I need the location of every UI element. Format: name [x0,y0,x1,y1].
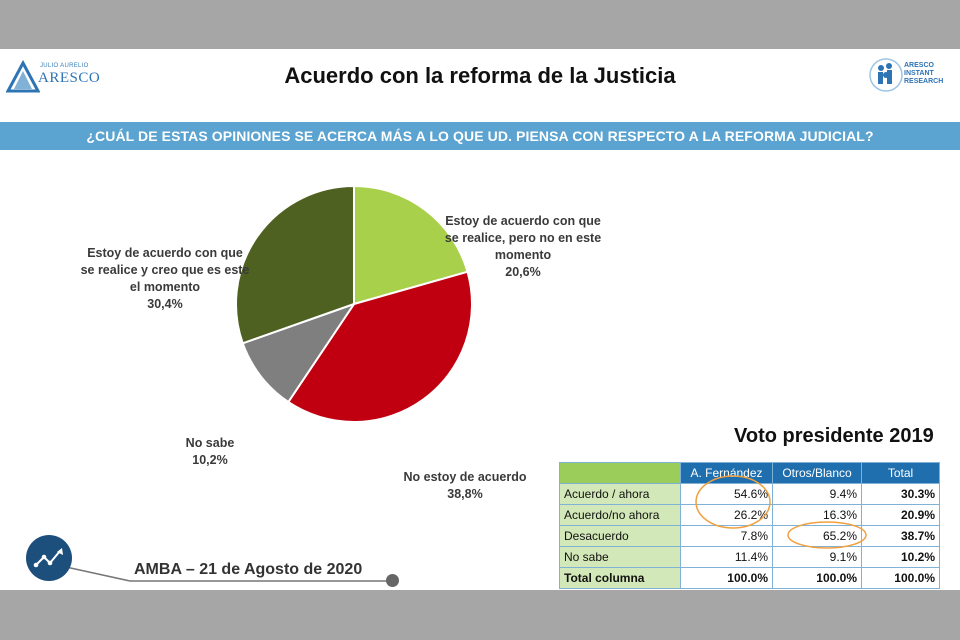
table-cell: 9.4% [772,483,862,505]
row-label: Acuerdo / ahora [559,483,681,505]
table-cell-total: 100.0% [861,567,940,589]
slice-label-line: el momento [129,280,201,294]
table-row: No sabe 11.4% 9.1% 10.2% [559,546,940,568]
aresco-logo: JULIO AURELIO ARESCO [5,59,100,99]
slice-label-no-de-acuerdo: No estoy de acuerdo 38,8% [380,469,550,503]
logo-left-big-text: ARESCO [38,70,101,86]
table-total-row: Total columna 100.0% 100.0% 100.0% [559,567,940,589]
pie-slice [235,184,355,345]
footer-dot [386,574,399,587]
pie-slice [241,302,357,404]
trend-line-icon [33,548,63,568]
table-cell: 11.4% [680,546,773,568]
question-band: ¿CUÁL DE ESTAS OPINIONES SE ACERCA MÁS A… [0,122,960,150]
slice-value-label: 30,4% [147,297,183,311]
slice-label-de-acuerdo-no-ahora: Estoy de acuerdo con que se realice, per… [418,213,628,281]
survey-question: ¿CUÁL DE ESTAS OPINIONES SE ACERCA MÁS A… [86,128,874,144]
slice-label-de-acuerdo-ahora: Estoy de acuerdo con que se realice y cr… [55,245,275,313]
logo-right-text: ARESCO INSTANT RESEARCH [904,62,944,85]
table-cell-total: 20.9% [861,504,940,526]
slice-label-no-sabe: No sabe 10,2% [160,435,260,469]
slice-label-line: Estoy de acuerdo con que [445,214,601,228]
pie-chart [235,184,473,423]
slice-label-line: No estoy de acuerdo [403,470,527,484]
table-cell: 100.0% [680,567,773,589]
slice-value-label: 20,6% [505,265,541,279]
footer-date-location: AMBA – 21 de Agosto de 2020 [134,561,363,578]
pie-slice [286,270,473,423]
footer-connector [65,566,390,582]
trend-badge [26,535,72,581]
slice-label-line: se realice y creo que es este [80,263,250,277]
slice-label-line: Estoy de acuerdo con que [87,246,243,260]
pie-slice [353,184,469,306]
row-label: Desacuerdo [559,525,681,547]
instant-research-emblem-icon [869,58,903,92]
table-cell-total: 10.2% [861,546,940,568]
column-header: Otros/Blanco [772,462,862,484]
slide: JULIO AURELIO ARESCO Acuerdo con la refo… [0,49,960,590]
slice-label-line: No sabe [185,436,235,450]
slice-value-label: 38,8% [447,487,483,501]
table-cell: 16.3% [772,504,862,526]
table-cell: 100.0% [772,567,862,589]
crosstab-title: Voto presidente 2019 [734,425,934,447]
row-label: Acuerdo/no ahora [559,504,681,526]
logo-left-small-text: JULIO AURELIO [40,63,89,69]
table-corner-cell [559,462,681,484]
aresco-triangle-icon [5,59,41,93]
page-title: Acuerdo con la reforma de la Justicia [284,63,676,88]
slice-label-line: se realice, pero no en este [444,231,602,245]
slice-label-line: momento [494,248,552,262]
slice-value-label: 10,2% [192,453,228,467]
aresco-instant-research-logo: ARESCO INSTANT RESEARCH [868,55,948,99]
